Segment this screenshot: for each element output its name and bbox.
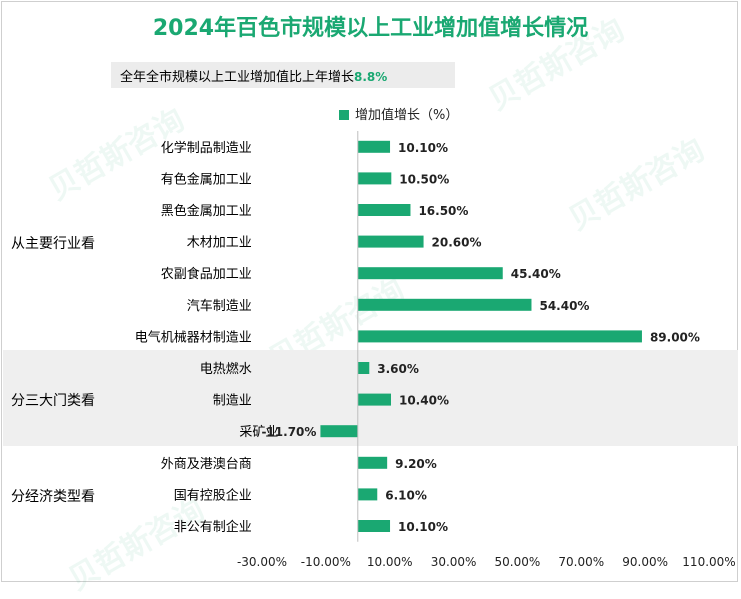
x-tick-label: 30.00%: [431, 555, 477, 569]
category-label: 有色金属加工业: [161, 171, 252, 187]
legend: 增加值增长（%）: [339, 104, 458, 123]
bar: [357, 235, 424, 248]
chart-frame: [1, 1, 738, 582]
value-label: 10.10%: [398, 520, 448, 534]
subtitle: 全年全市规模以上工业增加值比上年增长8.8%: [120, 66, 387, 85]
category-label: 汽车制造业: [187, 298, 252, 314]
value-label: 45.40%: [511, 267, 561, 281]
category-label: 国有控股企业: [174, 487, 252, 503]
value-label: 54.40%: [539, 299, 589, 313]
bar: [357, 488, 378, 501]
category-label: 农副食品加工业: [161, 266, 252, 282]
bar: [357, 140, 391, 153]
x-tick-label: 50.00%: [495, 555, 541, 569]
legend-label: 增加值增长（%）: [355, 108, 459, 123]
bar: [357, 362, 370, 374]
subtitle-box: [111, 62, 455, 88]
group-label-industry: 从主要行业看: [11, 236, 95, 252]
value-label: -11.70%: [261, 425, 316, 439]
category-label: 采矿业: [239, 425, 278, 440]
bar: [357, 393, 391, 406]
x-tick-label: 70.00%: [558, 555, 604, 569]
legend-swatch: [339, 110, 349, 120]
bar: [357, 267, 503, 280]
value-label: 16.50%: [418, 204, 468, 218]
category-label: 电气机械器材制造业: [135, 329, 252, 345]
bar: [357, 520, 391, 532]
x-tick-label: 10.00%: [367, 555, 413, 569]
bar: [357, 330, 642, 343]
bar: [320, 425, 358, 438]
x-tick-label: -30.00%: [237, 555, 287, 569]
value-label: 10.50%: [399, 172, 449, 186]
group-label-economic-type: 分经济类型看: [11, 489, 95, 505]
value-label: 10.40%: [399, 394, 449, 408]
value-label: 6.10%: [385, 488, 427, 502]
value-label: 3.60%: [377, 362, 419, 376]
x-tick-label: 90.00%: [622, 555, 668, 569]
category-label: 非公有制企业: [174, 519, 252, 535]
bar-chart: 化学制品制造业 10.10% 有色金属加工业 10.50% 黑色金属加工业 16.50% 木…: [135, 131, 736, 569]
value-label: 89.00%: [650, 330, 700, 344]
x-tick-label: -10.00%: [301, 555, 351, 569]
value-label: 9.20%: [395, 457, 437, 471]
x-tick-label: 110.00%: [682, 555, 735, 569]
category-label: 化学制品制造业: [161, 140, 252, 156]
bar: [357, 172, 392, 185]
category-label: 黑色金属加工业: [161, 203, 252, 219]
category-label: 制造业: [213, 394, 252, 409]
chart-title: 2024年百色市规模以上工业增加值增长情况: [152, 16, 589, 41]
value-label: 10.10%: [398, 141, 448, 155]
group-label-categories: 分三大门类看: [11, 393, 95, 409]
subtitle-value: 8.8%: [354, 70, 388, 84]
bar: [357, 204, 411, 216]
category-label: 木材加工业: [187, 236, 252, 251]
category-label: 电热燃水: [200, 361, 252, 377]
category-label: 外商及港澳台商: [161, 456, 252, 472]
subtitle-text: 全年全市规模以上工业增加值比上年增长: [120, 70, 355, 85]
value-label: 20.60%: [432, 236, 482, 250]
bar: [357, 298, 532, 311]
bar: [357, 456, 388, 469]
